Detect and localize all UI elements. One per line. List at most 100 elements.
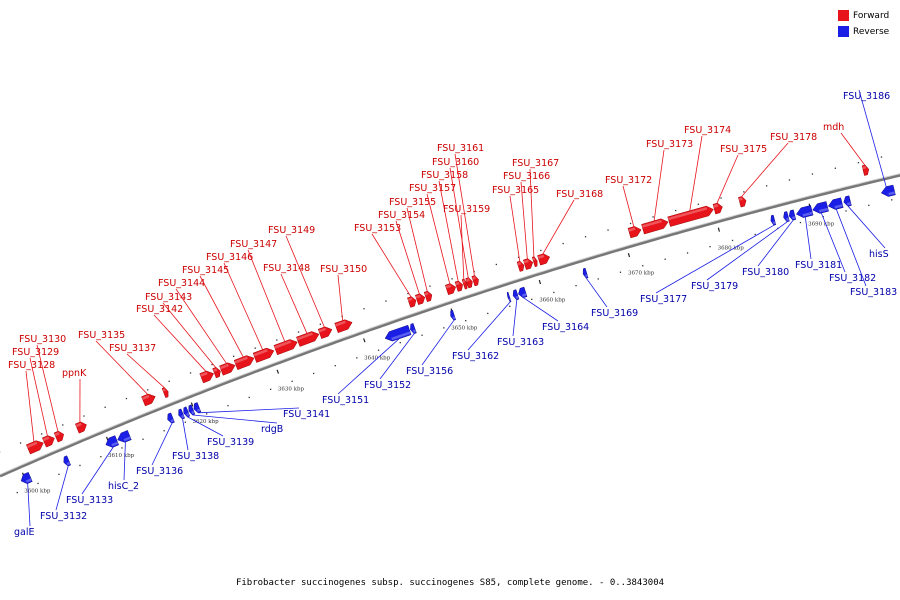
gene-arrow-fsu-3175[interactable] [712,202,723,215]
gene-arrow-fsu-3168[interactable] [537,253,551,266]
gene-rdgb[interactable]: rdgB [188,404,284,435]
gene-fsu-3160[interactable]: FSU_3160 [432,157,479,289]
gene-arrow-fsu-3135[interactable] [141,393,156,407]
gene-arrow-fsu-3160[interactable] [465,277,473,289]
gene-arrow-mdh[interactable] [861,164,870,176]
gene-arrow-fsu-3133[interactable] [105,435,120,448]
gene-arrow-fsu-3183[interactable] [827,197,844,210]
gene-arrow-fsu-3156[interactable] [450,309,457,321]
gene-arrow-fsu-3132[interactable] [63,455,72,467]
gene-arrow-hisc-2[interactable] [117,430,132,443]
gene-arrow-fsu-3158[interactable] [454,280,463,292]
gene-fsu-3173[interactable]: FSU_3173 [641,139,694,235]
gene-arrow-fsu-3150[interactable] [334,319,353,334]
gene-arrow-fsu-3173[interactable] [641,218,669,235]
gene-fsu-3161[interactable]: FSU_3161 [437,143,484,287]
gene-fsu-3141[interactable]: FSU_3141 [193,402,330,421]
gene-fsu-3153[interactable]: FSU_3153 [354,223,417,308]
gene-arrow-fsu-3172[interactable] [627,226,642,239]
gene-fsu-3163[interactable]: FSU_3163 [497,289,544,348]
gene-arrow-fsu-3166[interactable] [522,258,534,270]
gene-arrow-fsu-3141[interactable] [193,402,202,414]
gene-arrow-fsu-3149[interactable] [317,326,333,339]
gene-arrow-fsu-3177[interactable] [770,214,777,226]
gene-arrow-fsu-3139[interactable] [183,406,191,418]
gene-arrow-fsu-3130[interactable] [53,430,64,443]
gene-hisc-2[interactable]: hisC_2 [108,430,139,492]
gene-gale[interactable]: galE [14,471,35,538]
gene-arrow-fsu-3163[interactable] [512,289,520,301]
gene-fsu-3175[interactable]: FSU_3175 [712,144,767,215]
gene-fsu-3147[interactable]: FSU_3147 [230,239,298,356]
gene-fsu-3151[interactable]: FSU_3151 [322,324,412,406]
gene-arrow-gale[interactable] [20,471,33,484]
gene-arrow-fsu-3138[interactable] [178,408,186,420]
gene-fsu-3139[interactable]: FSU_3139 [183,406,255,448]
gene-arrow-fsu-3144[interactable] [219,362,236,376]
gene-fsu-3129[interactable]: FSU_3129 [12,347,59,448]
gene-arrow-fsu-3145[interactable] [233,355,255,371]
gene-arrow-hiss[interactable] [843,195,852,207]
gene-fsu-3164[interactable]: FSU_3164 [518,286,589,333]
gene-fsu-3178[interactable]: FSU_3178 [738,132,817,208]
gene-fsu-3169[interactable]: FSU_3169 [582,267,638,319]
gene-fsu-3142[interactable]: FSU_3142 [136,304,214,384]
gene-arrow-fsu-3174[interactable] [667,205,714,227]
gene-arrow-fsu-3162[interactable] [506,291,512,303]
gene-arrow-fsu-3137[interactable] [161,387,169,399]
gene-fsu-3152[interactable]: FSU_3152 [364,323,417,391]
gene-fsu-3149[interactable]: FSU_3149 [268,225,333,339]
gene-arrow-fsu-3182[interactable] [812,201,829,214]
gene-fsu-3138[interactable]: FSU_3138 [172,408,219,462]
gene-fsu-3135[interactable]: FSU_3135 [78,330,156,407]
gene-arrow-fsu-3159[interactable] [461,278,468,290]
gene-fsu-3150[interactable]: FSU_3150 [320,264,367,334]
gene-arrow-fsu-3148[interactable] [296,331,320,347]
gene-arrow-fsu-3136[interactable] [167,412,175,424]
gene-fsu-3157[interactable]: FSU_3157 [409,183,457,296]
gene-arrow-fsu-3143[interactable] [212,367,221,379]
gene-fsu-3137[interactable]: FSU_3137 [109,343,169,399]
gene-arrow-fsu-3180[interactable] [788,209,797,221]
gene-fsu-3177[interactable]: FSU_3177 [640,214,777,305]
gene-fsu-3155[interactable]: FSU_3155 [389,197,436,303]
gene-fsu-3154[interactable]: FSU_3154 [378,210,425,306]
gene-fsu-3174[interactable]: FSU_3174 [667,125,732,227]
gene-fsu-3158[interactable]: FSU_3158 [421,170,468,292]
gene-fsu-3146[interactable]: FSU_3146 [206,252,275,363]
gene-arrow-fsu-3153[interactable] [407,296,417,308]
gene-fsu-3172[interactable]: FSU_3172 [605,175,652,239]
gene-fsu-3133[interactable]: FSU_3133 [66,435,120,506]
gene-fsu-3167[interactable]: FSU_3167 [512,158,559,268]
gene-mdh[interactable]: mdh [823,122,870,176]
gene-arrow-fsu-3151[interactable] [384,324,412,342]
gene-fsu-3143[interactable]: FSU_3143 [145,292,221,379]
gene-fsu-3180[interactable]: FSU_3180 [742,209,797,278]
gene-fsu-3162[interactable]: FSU_3162 [452,291,512,362]
gene-arrow-fsu-3161[interactable] [471,275,479,287]
gene-arrow-fsu-3152[interactable] [410,323,417,334]
gene-arrow-rdgb[interactable] [188,404,196,416]
gene-arrow-fsu-3178[interactable] [738,196,747,208]
gene-arrow-fsu-3179[interactable] [783,211,790,223]
gene-fsu-3166[interactable]: FSU_3166 [503,171,550,270]
gene-fsu-3132[interactable]: FSU_3132 [40,455,87,522]
gene-arrow-fsu-3155[interactable] [423,290,433,303]
gene-arrow-fsu-3164[interactable] [518,286,528,299]
gene-arrow-fsu-3186[interactable] [880,184,896,197]
gene-arrow-fsu-3165[interactable] [516,260,525,272]
gene-arrow-fsu-3147[interactable] [273,339,298,356]
gene-arrow-fsu-3129[interactable] [41,435,55,448]
gene-fsu-3156[interactable]: FSU_3156 [406,309,457,377]
gene-fsu-3186[interactable]: FSU_3186 [843,89,896,197]
gene-fsu-3179[interactable]: FSU_3179 [691,211,790,293]
gene-arrow-fsu-3146[interactable] [252,347,275,363]
gene-fsu-3165[interactable]: FSU_3165 [492,185,539,272]
gene-fsu-3181[interactable]: FSU_3181 [795,205,842,271]
gene-arrow-fsu-3167[interactable] [531,256,538,268]
gene-fsu-3130[interactable]: FSU_3130 [19,334,66,443]
gene-arrow-fsu-3157[interactable] [444,283,457,296]
gene-arrow-ppnk[interactable] [74,421,87,434]
gene-fsu-3182[interactable]: FSU_3182 [812,201,877,285]
gene-fsu-3159[interactable]: FSU_3159 [443,204,490,290]
